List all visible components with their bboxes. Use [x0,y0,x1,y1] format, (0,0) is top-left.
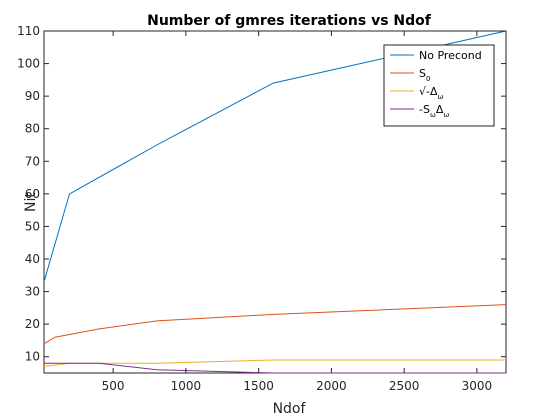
y-tick-label: 90 [25,89,40,103]
y-axis-label: Nit [23,192,39,212]
x-tick-label: 500 [102,379,125,393]
y-tick-label: 70 [25,154,40,168]
chart-title: Number of gmres iterations vs Ndof [147,13,432,29]
y-tick-label: 40 [25,252,40,266]
y-tick-label: 10 [25,350,40,364]
y-tick-label: 110 [17,24,40,38]
legend-label-2: √-Δω [419,85,444,101]
y-tick-label: 80 [25,122,40,136]
series-line-3 [44,362,506,374]
legend-label-3: -SωΔω [419,103,449,119]
x-axis-label: Ndof [273,401,307,417]
y-tick-label: 100 [17,57,40,71]
y-tick-label: 30 [25,285,40,299]
legend: No Precond S0 √-Δω -SωΔω [383,44,495,127]
series-line-2 [43,359,506,367]
y-tick-label: 20 [25,317,40,331]
legend-box [383,44,495,127]
series-line-1 [43,304,507,345]
x-tick-label: 2000 [316,379,347,393]
y-tick-label: 60 [25,187,40,201]
x-tick-label: 1500 [243,379,274,393]
legend-label-1: S0 [419,67,430,83]
x-tick-label: 1000 [171,379,202,393]
y-tick-label: 50 [25,219,40,233]
x-tick-label: 2500 [389,379,420,393]
series-line-0 [43,30,507,282]
legend-label-0: No Precond [419,49,482,62]
x-tick-label: 3000 [462,379,493,393]
